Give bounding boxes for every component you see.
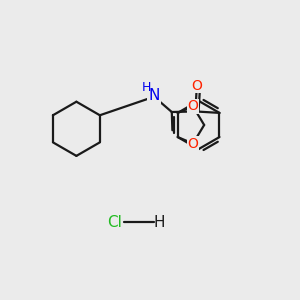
Text: H: H <box>153 214 165 230</box>
Text: Cl: Cl <box>107 214 122 230</box>
Text: N: N <box>148 88 160 103</box>
Text: O: O <box>188 136 198 151</box>
Text: H: H <box>142 81 151 94</box>
Text: O: O <box>188 99 198 113</box>
Text: O: O <box>191 79 202 92</box>
